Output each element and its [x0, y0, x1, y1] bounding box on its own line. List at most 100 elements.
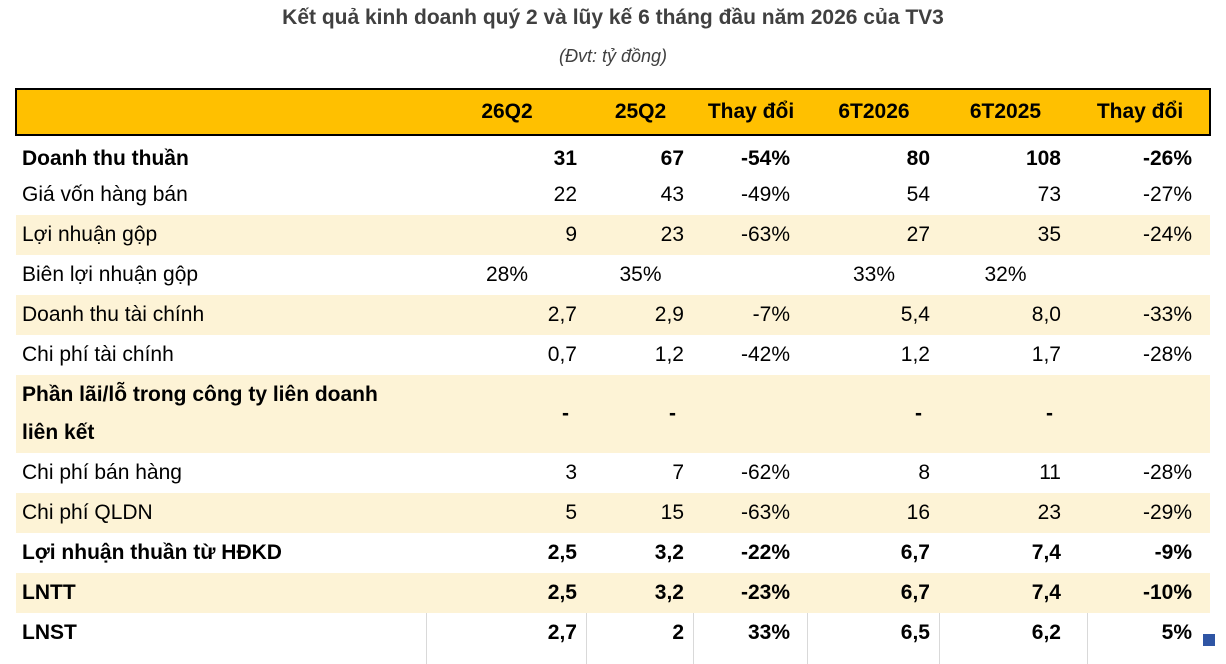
cell-change: -28%: [1142, 343, 1192, 366]
cell-value: -: [587, 375, 694, 453]
cell-change: [1071, 255, 1210, 295]
table-row: Chi phí bán hàng 3 7 -62% 8 11 -28%: [16, 453, 1210, 493]
cell-value: 7,4: [1031, 541, 1061, 564]
cell-value: 8,0: [940, 295, 1071, 335]
cell-value: 6,5: [900, 621, 930, 644]
cell-value: 23: [940, 493, 1071, 533]
header-change-quarter: Thay đổi: [694, 88, 808, 136]
table-row: LNST 2,7 2 33% 6,5 6,2 5%: [16, 613, 1210, 653]
row-label: LNTT: [16, 573, 427, 613]
cell-value: 2,7: [547, 621, 577, 644]
cell-value: 3,2: [654, 541, 684, 564]
table-title: Kết quả kinh doanh quý 2 và lũy kế 6 thá…: [282, 6, 944, 29]
cell-value: 33%: [852, 263, 896, 286]
table-row: LNTT 2,5 3,2 -23% 6,7 7,4 -10%: [16, 573, 1210, 613]
table-row: Biên lợi nhuận gộp 28% 35% 33% 32%: [16, 255, 1210, 295]
cell-value: 2,9: [587, 295, 694, 335]
cell-change: -10%: [1071, 573, 1210, 613]
cell-value: 11: [1039, 461, 1061, 484]
row-label: Biên lợi nhuận gộp: [22, 263, 199, 286]
cell-value: 43: [660, 183, 684, 206]
cell-value: 6,2: [1031, 621, 1061, 644]
header-row: 26Q2 25Q2 Thay đổi 6T2026 6T2025 Thay đổ…: [15, 88, 1211, 136]
row-label: Chi phí tài chính: [22, 343, 174, 366]
cell-value: 0,7: [547, 343, 577, 366]
cell-value: 35%: [619, 263, 662, 286]
cell-value: 5,4: [808, 295, 940, 335]
row-label: Doanh thu tài chính: [16, 295, 427, 335]
header-26q2: 26Q2: [427, 88, 587, 136]
cell-change: -23%: [694, 573, 808, 613]
row-label: Chi phí bán hàng: [22, 461, 182, 484]
cell-value: 5: [427, 493, 587, 533]
cell-value: 16: [808, 493, 940, 533]
cell-change: [1071, 375, 1210, 453]
cell-change: -26%: [1142, 146, 1192, 170]
cell-value: 7,4: [940, 573, 1071, 613]
table-row: Doanh thu thuần 31 67 -54% 80 108 -26%: [16, 135, 1210, 175]
table-row: Chi phí tài chính 0,7 1,2 -42% 1,2 1,7 -…: [16, 335, 1210, 375]
cell-value: 15: [587, 493, 694, 533]
cell-value: 31: [553, 146, 577, 170]
table-row: Lợi nhuận gộp 9 23 -63% 27 35 -24%: [16, 215, 1210, 255]
cell-value: 23: [587, 215, 694, 255]
cell-value: -: [427, 375, 587, 453]
row-label: Giá vốn hàng bán: [22, 183, 188, 206]
row-label: Lợi nhuận thuần từ HĐKD: [22, 541, 282, 564]
cell-value: 28%: [485, 263, 529, 286]
cell-value: 67: [660, 146, 684, 170]
cell-value: -: [808, 375, 940, 453]
header-6t2026: 6T2026: [808, 88, 940, 136]
cell-change: -22%: [740, 541, 790, 564]
results-table: 26Q2 25Q2 Thay đổi 6T2026 6T2025 Thay đổ…: [15, 88, 1211, 653]
unit-subtitle: (Đvt: tỷ đồng): [558, 46, 668, 66]
cell-change: -63%: [694, 493, 808, 533]
cell-value: 1,7: [1031, 343, 1061, 366]
cell-value: 2: [672, 621, 684, 644]
cell-change: -33%: [1071, 295, 1210, 335]
cell-value: 8: [918, 461, 930, 484]
cell-change: -29%: [1071, 493, 1210, 533]
header-25q2: 25Q2: [587, 88, 694, 136]
table-row: Lợi nhuận thuần từ HĐKD 2,5 3,2 -22% 6,7…: [16, 533, 1210, 573]
cell-value: 9: [427, 215, 587, 255]
row-label: LNST: [22, 621, 77, 644]
cell-change: -24%: [1071, 215, 1210, 255]
row-label: Lợi nhuận gộp: [16, 215, 427, 255]
table-row: Giá vốn hàng bán 22 43 -49% 54 73 -27%: [16, 175, 1210, 215]
cell-value: 3: [565, 461, 577, 484]
cell-change: 5%: [1161, 621, 1192, 644]
resize-handle[interactable]: [1203, 634, 1215, 646]
cell-value: 22: [553, 183, 577, 206]
cell-value: 2,7: [427, 295, 587, 335]
table-row: Doanh thu tài chính 2,7 2,9 -7% 5,4 8,0 …: [16, 295, 1210, 335]
cell-change: -9%: [1154, 541, 1192, 564]
cell-value: 27: [808, 215, 940, 255]
cell-change: -28%: [1142, 461, 1192, 484]
cell-value: 2,5: [547, 541, 577, 564]
row-label: Phần lãi/lỗ trong công ty liên doanh liê…: [16, 375, 427, 453]
cell-change: -62%: [740, 461, 790, 484]
cell-value: 1,2: [900, 343, 930, 366]
table-row: Phần lãi/lỗ trong công ty liên doanh liê…: [16, 375, 1210, 453]
cell-change: -54%: [740, 146, 790, 170]
cell-value: 80: [906, 146, 930, 170]
cell-change: -27%: [1142, 183, 1192, 206]
cell-change: -49%: [740, 183, 790, 206]
header-change-halfyear: Thay đổi: [1071, 88, 1211, 136]
cell-value: 35: [940, 215, 1071, 255]
cell-value: 6,7: [808, 573, 940, 613]
cell-value: 3,2: [587, 573, 694, 613]
cell-value: 7: [672, 461, 684, 484]
cell-change: -42%: [740, 343, 790, 366]
cell-value: 73: [1037, 183, 1061, 206]
cell-value: 108: [1025, 146, 1061, 170]
row-label: Doanh thu thuần: [22, 146, 189, 170]
cell-change: -7%: [694, 295, 808, 335]
cell-value: 2,5: [427, 573, 587, 613]
cell-value: 54: [906, 183, 930, 206]
cell-change: [694, 375, 808, 453]
cell-change: 33%: [747, 621, 790, 644]
cell-value: 1,2: [654, 343, 684, 366]
header-6t2025: 6T2025: [940, 88, 1071, 136]
